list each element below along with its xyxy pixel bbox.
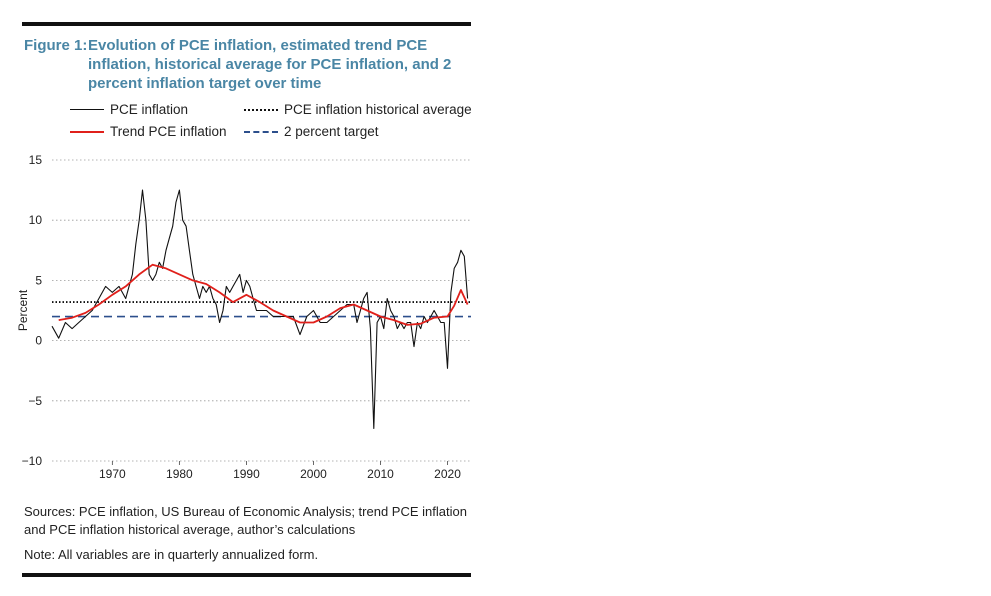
legend-hist-avg: PCE inflation historical average	[244, 102, 472, 117]
y-tick-label: 10	[29, 213, 43, 227]
legend-trend: Trend PCE inflation	[70, 124, 227, 139]
x-tick-label: 1970	[99, 467, 126, 481]
legend-trend-swatch	[70, 130, 104, 133]
sources-note: Sources: PCE inflation, US Bureau of Eco…	[24, 504, 467, 537]
bottom-rule	[22, 573, 471, 577]
trend-pce-line	[58, 263, 469, 326]
x-tick-label: 2000	[300, 467, 327, 481]
notes: Sources: PCE inflation, US Bureau of Eco…	[24, 503, 474, 564]
y-tick-label: 5	[35, 273, 42, 287]
x-tick-labels: 1970 1980 1990 2000 2010 2020	[99, 461, 461, 481]
x-tick-label: 1990	[233, 467, 260, 481]
legend-trend-label: Trend PCE inflation	[110, 124, 227, 139]
line-chart: −10 −5 0 5 10 15 1970 1980 1990 2000 2010 2020 Per…	[16, 153, 471, 481]
pce-inflation-line	[51, 189, 469, 430]
y-tick-labels: −10 −5 0 5 10 15	[22, 153, 43, 468]
top-rule	[22, 22, 471, 26]
grid-lines	[52, 159, 471, 462]
variables-note: Note: All variables are in quarterly ann…	[24, 547, 319, 562]
y-tick-label: 0	[35, 334, 42, 348]
legend-pce-swatch	[70, 109, 104, 110]
legend-target: 2 percent target	[244, 124, 379, 139]
legend-hist-avg-swatch	[244, 108, 278, 111]
series-lines	[51, 189, 471, 430]
y-tick-label: −10	[22, 454, 43, 468]
figure-title-text: Evolution of PCE inflation, estimated tr…	[88, 37, 452, 92]
legend-pce: PCE inflation	[70, 102, 188, 117]
legend-target-label: 2 percent target	[284, 124, 379, 139]
y-tick-label: −5	[28, 394, 42, 408]
legend-pce-label: PCE inflation	[110, 102, 189, 117]
legend: PCE inflation PCE inflation historical a…	[70, 100, 490, 144]
y-tick-label: 15	[29, 153, 43, 167]
x-tick-label: 2020	[434, 467, 461, 481]
legend-target-swatch	[244, 130, 278, 133]
figure-label: Figure 1:	[24, 37, 88, 54]
x-tick-label: 2010	[367, 467, 394, 481]
x-tick-label: 1980	[166, 467, 193, 481]
y-axis-label: Percent	[16, 289, 30, 331]
legend-hist-avg-label: PCE inflation historical average	[284, 102, 472, 117]
